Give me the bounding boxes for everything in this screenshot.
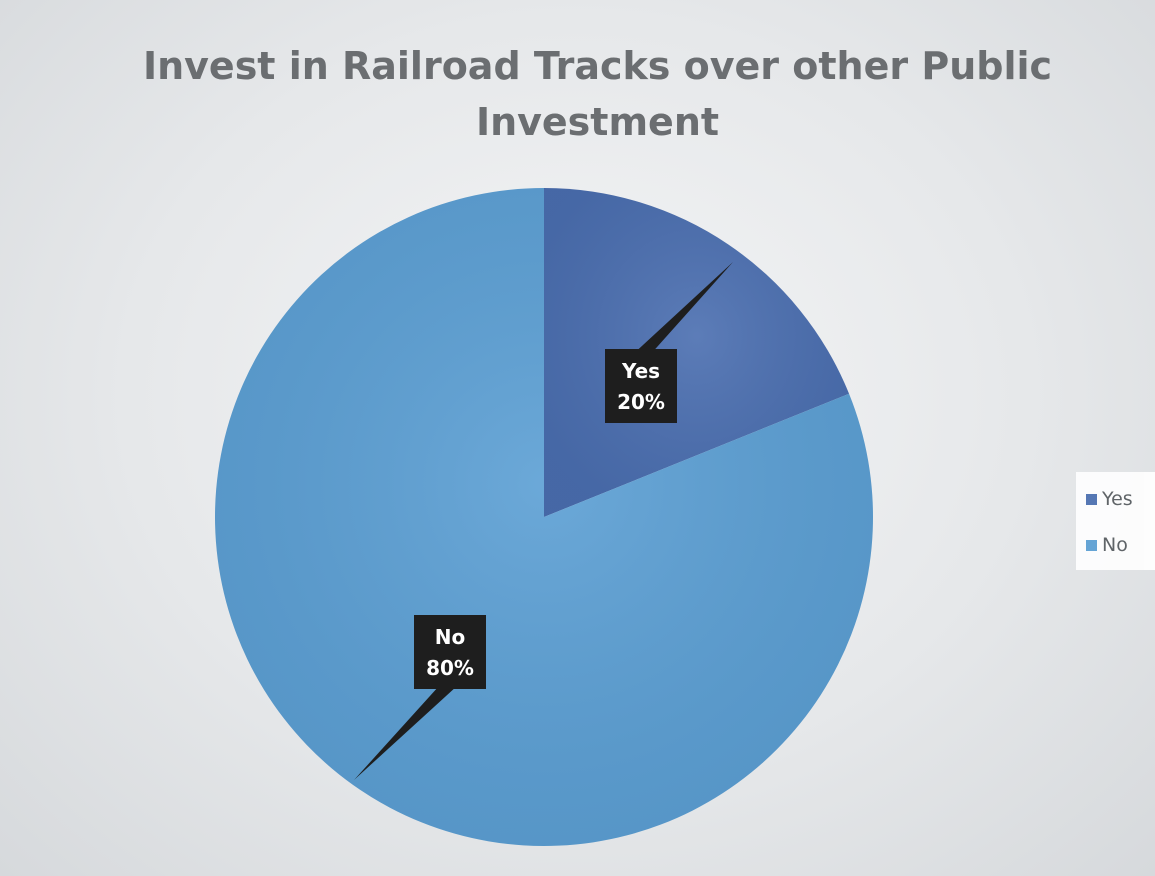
legend-label-no: No [1102, 534, 1128, 556]
chart-title: Invest in Railroad Tracks over other Pub… [120, 38, 1075, 150]
data-label-box-yes [605, 349, 677, 423]
leader-line-yes [631, 262, 733, 356]
legend-swatch-yes [1086, 493, 1097, 505]
legend-swatch-no [1086, 539, 1097, 551]
chart-title-line-2: Investment [475, 100, 720, 144]
data-label-box-no [414, 615, 486, 689]
pie-slice-shade-no [215, 188, 874, 847]
legend-label-yes: Yes [1102, 488, 1133, 510]
data-label-category-no: No [435, 625, 465, 649]
pie-slices [215, 188, 874, 847]
legend: Yes No [1076, 472, 1155, 570]
data-label-category-yes: Yes [621, 359, 660, 383]
chart-title-line-1: Invest in Railroad Tracks over other Pub… [142, 44, 1053, 88]
data-label-percent-yes: 20% [617, 390, 665, 414]
legend-item-no: No [1086, 534, 1128, 556]
data-labels: Yes 20% No 80% [414, 349, 677, 689]
pie-slice-shade-yes [544, 188, 850, 517]
data-label-percent-no: 80% [426, 656, 474, 680]
leader-lines [354, 262, 733, 780]
leader-line-no [354, 686, 457, 780]
legend-item-yes: Yes [1086, 488, 1133, 510]
